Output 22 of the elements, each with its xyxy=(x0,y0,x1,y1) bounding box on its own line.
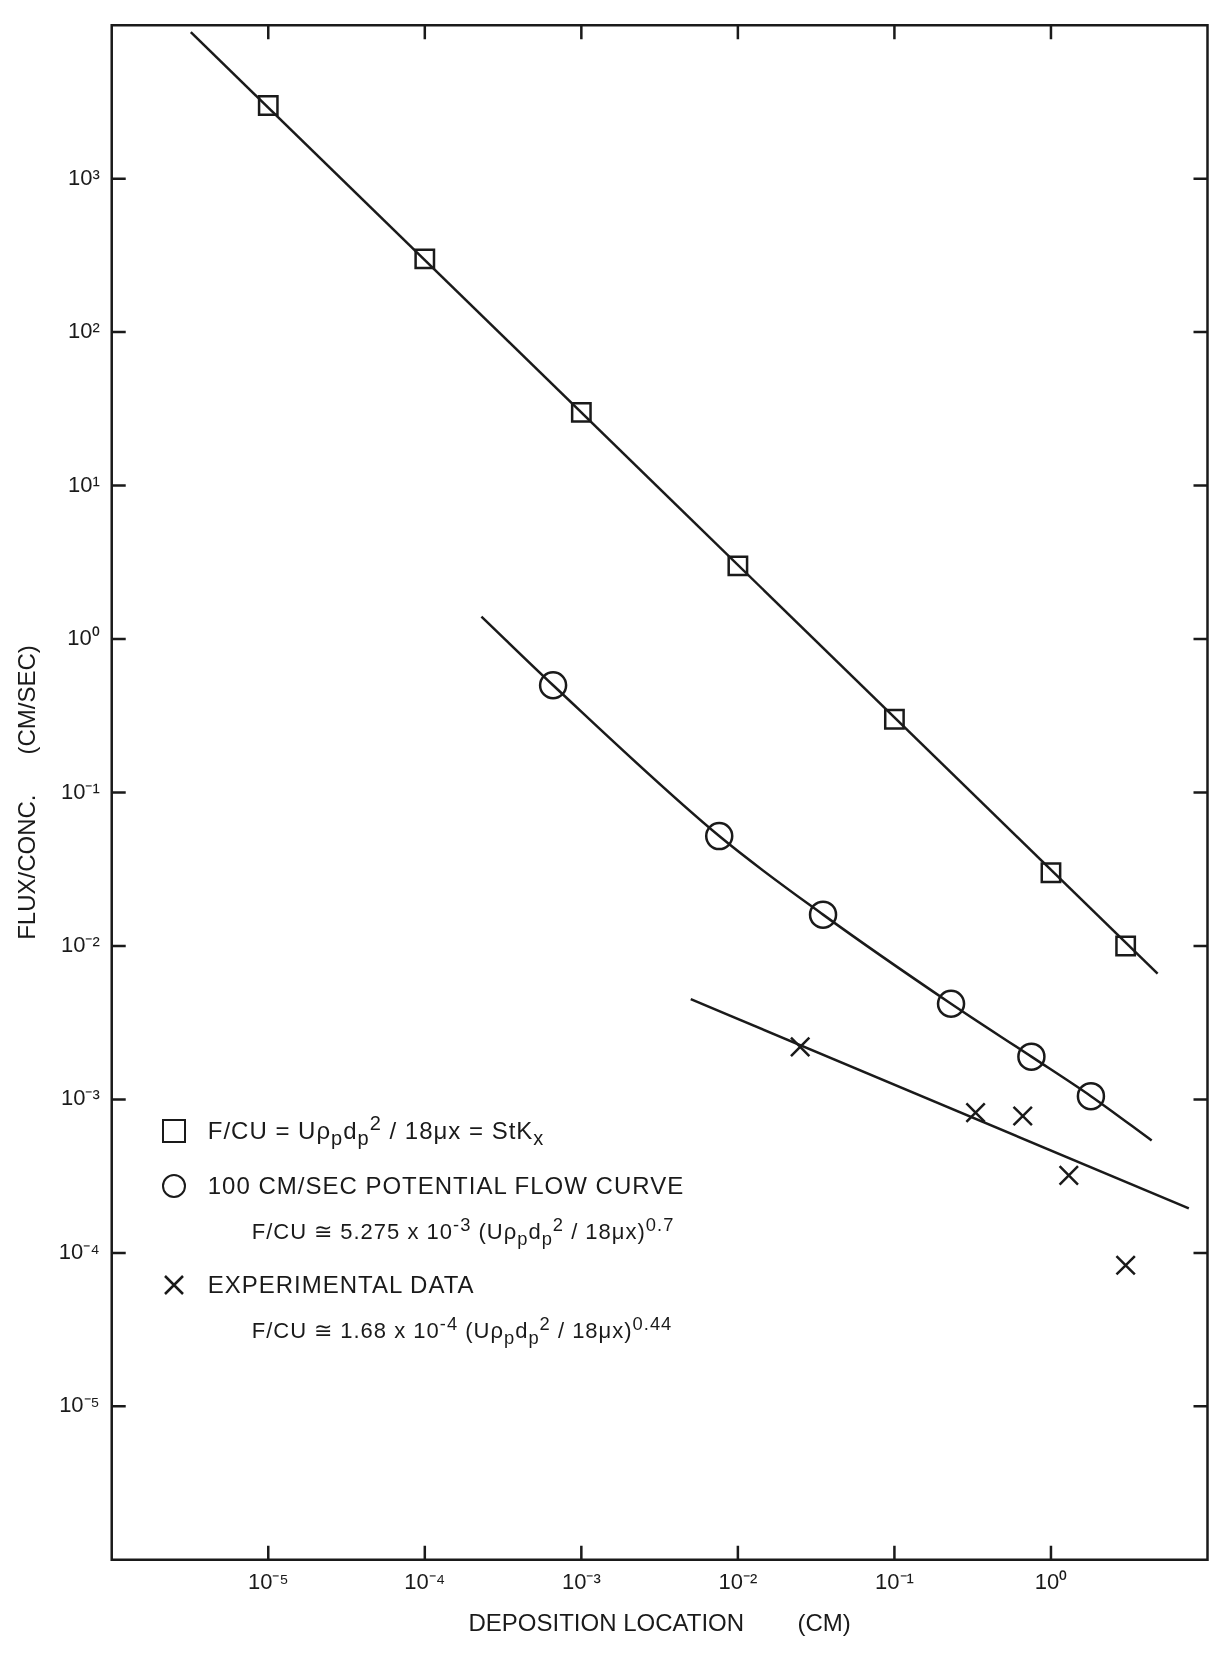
x-tick-label: 10⁰ xyxy=(1034,1569,1068,1595)
text: F/CU ≅ 5.275 x 10$^{-3}$ (Uρ$_{p}$d$_{p}$$^{2}$ / 18μx)$^{0.7}$ xyxy=(251,1213,675,1249)
y-tick-label: 10⁻⁵ xyxy=(59,1392,100,1418)
y-tick-label: 10⁻⁴ xyxy=(58,1238,100,1264)
text: F/CU ≅ 1.68 x 10$^{-4}$ (Uρ$_{p}$d$_{p}$$^{2}$ / 18μx)$^{0.44}$ xyxy=(251,1313,673,1349)
y-tick-label: 10⁻² xyxy=(60,932,100,958)
legend-label: F/CU = Uρ$_{p}$d$_{p}$$^{2}$ / 18μx = StK$_{x}$ xyxy=(207,1111,545,1150)
legend-label: 100 CM/SEC POTENTIAL FLOW CURVE xyxy=(207,1171,685,1200)
x-tick-label: 10⁻⁴ xyxy=(404,1569,446,1595)
y-tick-label: 10² xyxy=(67,318,100,344)
x-tick-label: 10⁻² xyxy=(718,1569,758,1595)
y-tick-label: 10³ xyxy=(67,164,100,190)
x-tick-label: 10⁻⁵ xyxy=(247,1569,289,1595)
x-tick-label: 10⁻³ xyxy=(561,1569,601,1595)
y-axis-title: FLUX/CONC. (CM/SEC) xyxy=(13,645,41,940)
x-tick-label: 10⁻¹ xyxy=(875,1569,914,1595)
y-tick-label: 10⁻³ xyxy=(60,1085,100,1111)
y-tick-label: 10⁰ xyxy=(67,625,100,651)
y-tick-label: 10⁻¹ xyxy=(60,778,100,804)
legend-label: EXPERIMENTAL DATA xyxy=(207,1271,475,1300)
x-axis-title: DEPOSITION LOCATION (CM) xyxy=(468,1609,851,1637)
y-tick-label: 10¹ xyxy=(67,471,100,497)
